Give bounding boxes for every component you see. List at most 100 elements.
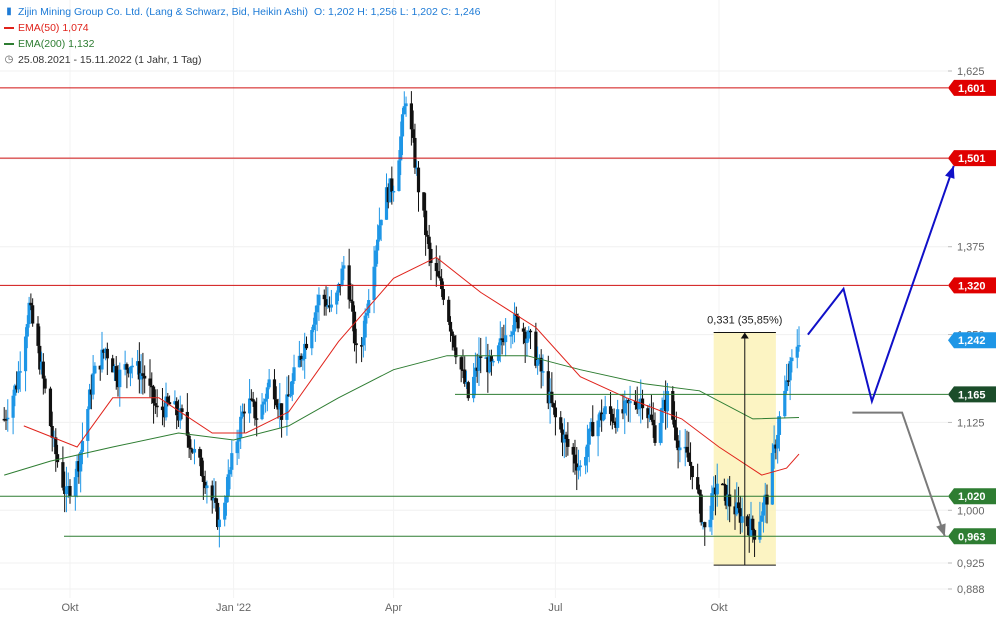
- candle-body-97: [242, 411, 246, 414]
- candle-body-74: [187, 435, 191, 448]
- legend-range-row: ◷ 25.08.2021 - 15.11.2022 (1 Jahr, 1 Tag…: [4, 52, 480, 68]
- candle-body-136: [340, 268, 344, 286]
- candle-body-64: [162, 410, 166, 418]
- candle-body-103: [260, 404, 264, 420]
- candle-body-169: [424, 210, 428, 236]
- candle-body-69: [175, 401, 179, 416]
- candle-body-21: [54, 437, 58, 455]
- candles: [2, 91, 801, 557]
- candle-body-183: [459, 357, 463, 370]
- candle-body-73: [185, 411, 189, 436]
- candle-body-24: [63, 487, 67, 495]
- candle-body-12: [31, 305, 35, 324]
- candle-body-299: [747, 526, 751, 536]
- candle-body-133: [335, 292, 339, 305]
- candle-body-254: [635, 405, 639, 410]
- candle-body-252: [628, 401, 632, 404]
- candle-body-154: [386, 187, 390, 203]
- candle-body-139: [349, 299, 353, 302]
- candle-body-9: [25, 324, 29, 337]
- candle-body-82: [205, 485, 209, 489]
- candle-body-302: [752, 530, 757, 540]
- candle-body-93: [235, 441, 239, 454]
- measure-tool: 0,331 (35,85%): [707, 314, 782, 566]
- candle-body-230: [575, 463, 579, 471]
- candle-body-249: [623, 400, 627, 414]
- ema50-line: [23, 256, 800, 476]
- candle-body-156: [390, 178, 394, 192]
- candle-body-204: [511, 331, 515, 336]
- level-tag-0-label: 1,601: [958, 83, 986, 95]
- candle-body-193: [484, 357, 488, 359]
- candle-body-94: [237, 437, 241, 442]
- candle-body-15: [39, 361, 44, 370]
- candle-body-120: [301, 358, 305, 361]
- candle-body-8: [23, 336, 28, 372]
- candle-body-98: [247, 398, 252, 414]
- candle-body-134: [336, 283, 341, 293]
- candle-body-239: [598, 412, 602, 421]
- candle-body-116: [290, 381, 294, 395]
- candle-body-166: [415, 167, 419, 170]
- candle-body-201: [502, 340, 506, 343]
- candle-body-253: [633, 401, 638, 406]
- candle-body-151: [377, 225, 381, 240]
- candle-body-210: [525, 338, 529, 344]
- candle-body-163: [409, 103, 413, 130]
- candle-body-19: [50, 425, 54, 438]
- candle-body-293: [733, 506, 737, 515]
- candle-body-37: [93, 365, 97, 374]
- candle-body-148: [372, 266, 376, 301]
- candle-body-271: [676, 440, 680, 451]
- last-price-tag-label: 1,242: [958, 335, 986, 347]
- candle-body-61: [153, 403, 157, 406]
- candle-body-214: [536, 360, 540, 366]
- last-price-tag-bg: [948, 332, 996, 349]
- candle-body-319: [797, 345, 801, 347]
- y-tick-label-3: 1,375: [957, 242, 985, 254]
- candle-body-87: [217, 519, 221, 528]
- candle-body-228: [571, 446, 575, 455]
- candle-body-294: [735, 502, 739, 515]
- candle-body-27: [68, 485, 72, 497]
- candle-body-88: [223, 502, 227, 520]
- candle-body-176: [440, 278, 444, 290]
- candle-body-185: [463, 369, 467, 384]
- candle-body-110: [276, 405, 280, 410]
- candle-body-276: [688, 461, 693, 466]
- candle-body-68: [173, 401, 177, 405]
- candle-body-53: [135, 361, 140, 366]
- candle-body-28: [73, 477, 77, 497]
- candle-body-35: [89, 389, 93, 395]
- candle-body-317: [790, 357, 794, 362]
- candle-body-259: [648, 414, 652, 419]
- candle-body-248: [621, 409, 625, 414]
- candle-body-117: [292, 367, 296, 382]
- candle-body-78: [198, 448, 202, 458]
- candle-body-308: [770, 452, 774, 505]
- candle-body-141: [352, 311, 357, 344]
- candle-body-70: [176, 415, 181, 421]
- candle-body-292: [728, 494, 732, 507]
- candle-body-191: [477, 356, 481, 371]
- candle-body-142: [354, 343, 358, 346]
- candle-body-143: [360, 345, 364, 347]
- candle-body-268: [671, 391, 675, 420]
- candle-body-115: [288, 394, 293, 397]
- ema50-swatch-icon: [4, 27, 14, 29]
- candle-body-213: [534, 331, 538, 366]
- candle-body-195: [488, 355, 492, 373]
- candle-body-101: [253, 401, 257, 419]
- heikin-ashi-icon: ▮: [6, 6, 12, 17]
- candle-body-63: [160, 406, 165, 411]
- candle-body-132: [329, 304, 333, 308]
- candle-body-159: [399, 136, 403, 161]
- candle-body-272: [678, 447, 682, 451]
- candle-body-265: [662, 399, 666, 408]
- x-tick-label-3: Jul: [548, 602, 562, 614]
- candle-body-83: [210, 485, 214, 501]
- candle-body-84: [212, 498, 216, 501]
- candle-body-58: [148, 378, 152, 386]
- legend-ema200: EMA(200) 1,132: [18, 38, 95, 50]
- candle-body-251: [626, 400, 630, 404]
